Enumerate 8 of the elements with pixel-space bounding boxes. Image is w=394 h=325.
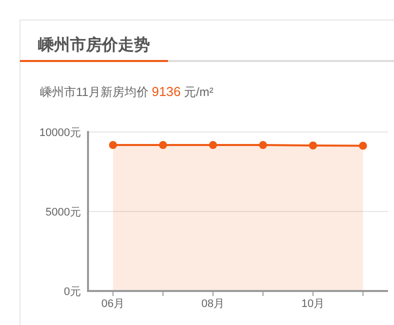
chart-title: 嵊州市房价走势 xyxy=(38,35,150,54)
y-tick-label: 10000元 xyxy=(39,127,81,139)
x-tick-label: 06月 xyxy=(101,298,125,310)
y-tick-label: 5000元 xyxy=(46,206,81,218)
x-tick-label: 08月 xyxy=(201,298,225,310)
chart-subtitle: 嵊州市11月新房均价 9136 元/m² xyxy=(40,84,214,99)
y-tick-label: 0元 xyxy=(64,286,81,298)
x-tick-label: 10月 xyxy=(301,298,325,310)
